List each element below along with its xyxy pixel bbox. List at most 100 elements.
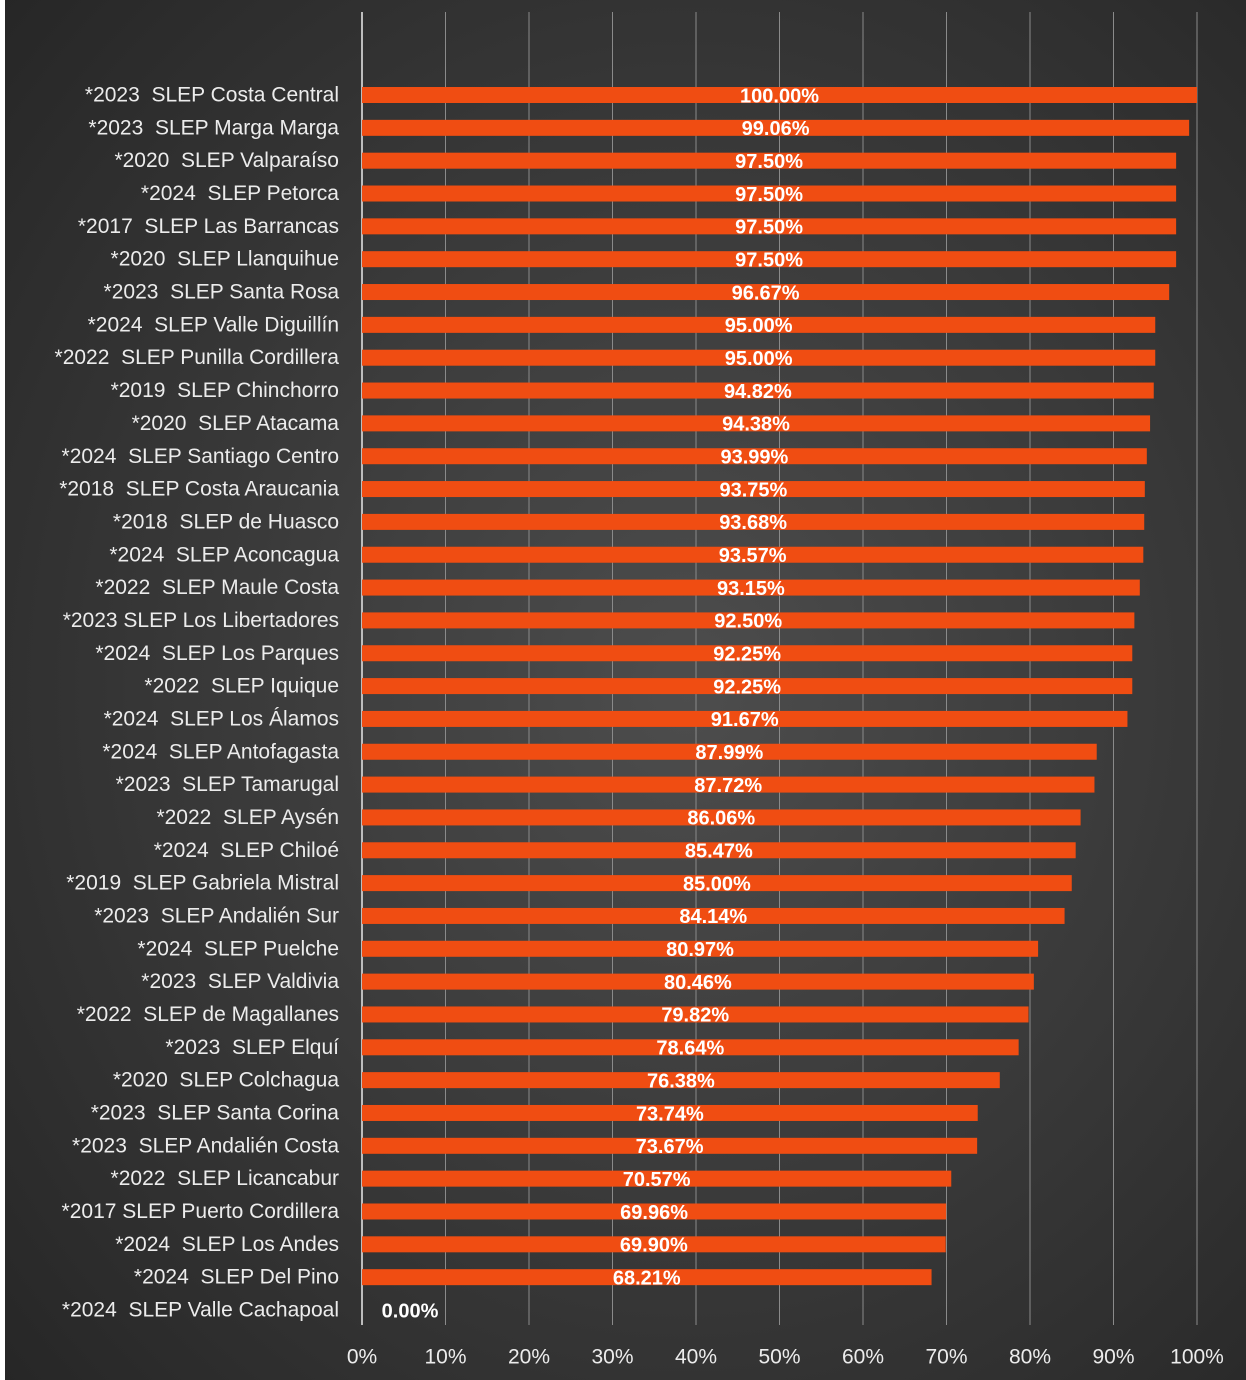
value-label: 73.74% [636,1103,704,1125]
category-label: *2019 SLEP Gabriela Mistral [66,872,339,895]
category-label: *2020 SLEP Llanquihue [111,248,339,271]
value-label: 96.67% [732,282,800,304]
bar [362,612,1135,629]
category-label: *2024 SLEP Santiago Centro [62,445,339,468]
x-tick-label: 100% [1170,1346,1224,1369]
category-label: *2023 SLEP Andalién Sur [94,904,339,927]
bar [362,710,1128,727]
value-label: 100.00% [740,85,819,107]
bar [362,1203,947,1220]
bar [362,152,1177,169]
category-label: *2022 SLEP Punilla Cordillera [55,346,340,369]
value-label: 87.72% [694,775,762,797]
x-tick-label: 70% [925,1346,967,1369]
value-label: 95.00% [725,348,793,370]
bar [362,776,1095,793]
value-label: 93.99% [720,446,788,468]
bar [362,645,1133,662]
bar [362,1269,932,1286]
value-label: 69.90% [620,1235,688,1257]
x-tick-label: 30% [591,1346,633,1369]
category-label: *2022 SLEP de Magallanes [77,1003,339,1026]
category-label: *2018 SLEP de Huasco [113,510,339,533]
category-label: *2023 SLEP Costa Central [85,84,339,107]
bar [362,678,1133,695]
bar [362,87,1197,103]
bar [362,907,1065,924]
x-tick-label: 60% [842,1346,884,1369]
bar [362,218,1177,235]
category-label: *2023 SLEP Tamarugal [116,773,339,796]
value-label: 85.47% [685,841,753,863]
category-label: *2022 SLEP Aysén [156,806,339,829]
category-label: *2023 SLEP Valdivia [141,970,339,993]
category-label: *2022 SLEP Licancabur [111,1167,339,1190]
category-label: *2024 SLEP Aconcagua [109,543,339,566]
category-label: *2024 SLEP Antofagasta [102,740,339,763]
bar [362,1104,978,1121]
value-label: 95.00% [725,315,793,337]
category-label: *2024 SLEP Petorca [141,182,339,205]
value-label: 92.50% [714,611,782,633]
value-label: 85.00% [683,873,751,895]
category-label: *2020 SLEP Colchagua [113,1069,339,1092]
bar [362,940,1039,957]
value-label: 86.06% [687,808,755,830]
value-label: 97.50% [735,249,803,271]
value-label: 80.97% [666,939,734,961]
bar [362,415,1151,432]
x-tick-label: 40% [675,1346,717,1369]
category-label: *2018 SLEP Costa Araucania [59,478,339,501]
value-label: 97.50% [735,151,803,173]
bar [362,448,1147,465]
category-label: *2024 SLEP Valle Diguillín [88,313,339,336]
bar [362,842,1076,859]
x-tick-label: 90% [1092,1346,1134,1369]
value-label: 93.68% [719,512,787,534]
bar [362,185,1177,202]
category-label: *2023 SLEP Elquí [165,1036,339,1059]
value-label: 93.75% [719,479,787,501]
value-label: 99.06% [742,118,810,140]
bar [362,809,1081,826]
value-label: 97.50% [735,184,803,206]
value-label: 68.21% [613,1267,681,1289]
bar [362,1236,946,1253]
category-label: *2022 SLEP Iquique [144,675,339,698]
category-label: *2020 SLEP Valparaíso [114,149,339,172]
bar [362,1039,1019,1056]
category-label: *2024 SLEP Los Álamos [104,707,339,730]
category-label: *2024 SLEP Del Pino [134,1266,339,1289]
value-label: 94.82% [724,381,792,403]
bar [362,875,1072,892]
bar [362,579,1140,596]
bar [362,973,1034,990]
category-label: *2017 SLEP Las Barrancas [78,215,339,238]
x-tick-label: 0% [347,1346,377,1369]
category-label: *2024 SLEP Valle Cachapoal [62,1299,339,1322]
value-label: 93.15% [717,578,785,600]
value-label: 78.64% [656,1038,724,1060]
value-label: 97.50% [735,217,803,239]
value-label: 79.82% [661,1005,729,1027]
bar [362,546,1144,563]
bar [362,1137,978,1154]
category-label: *2023 SLEP Marga Marga [88,116,339,139]
bar [362,284,1170,301]
value-label: 94.38% [722,414,790,436]
bar [362,1170,952,1187]
bar [362,481,1145,498]
bar [362,119,1190,136]
x-tick-label: 80% [1009,1346,1051,1369]
category-label: *2023 SLEP Santa Corina [91,1102,340,1125]
x-tick-label: 10% [424,1346,466,1369]
x-tick-label: 20% [508,1346,550,1369]
bar [362,382,1154,399]
category-label: *2023 SLEP Santa Rosa [104,281,340,304]
category-label: *2023 SLEP Los Libertadores [63,609,339,632]
category-label: *2019 SLEP Chinchorro [111,379,339,402]
bar [362,349,1156,366]
value-label: 91.67% [711,709,779,731]
value-label: 93.57% [719,545,787,567]
